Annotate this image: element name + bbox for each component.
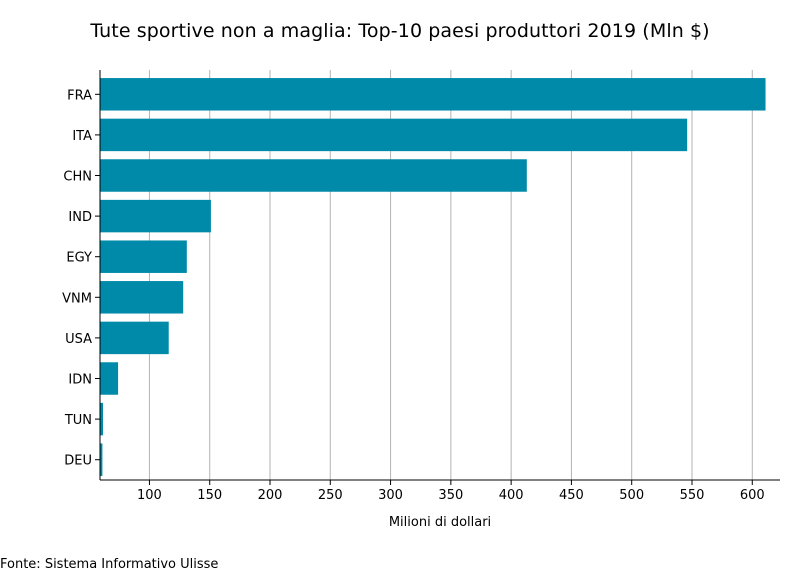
y-tick-label: IDN xyxy=(68,373,92,388)
tick-labels: 100 150 200 250 300 350 400 450 500 550 600 FRA ITA C… xyxy=(62,88,765,503)
x-tick-label: 550 xyxy=(680,488,705,503)
y-tick-label: TUN xyxy=(64,413,92,428)
y-tick-label: VNM xyxy=(62,291,92,306)
x-tick-label: 150 xyxy=(197,488,222,503)
x-tick-label: 250 xyxy=(318,488,343,503)
x-tick-label: 500 xyxy=(619,488,644,503)
y-tick-label: FRA xyxy=(67,88,92,103)
x-tick-label: 450 xyxy=(559,488,584,503)
bar-idn xyxy=(100,362,119,395)
bar-ita xyxy=(100,118,688,152)
source-note: Fonte: Sistema Informativo Ulisse xyxy=(0,557,219,572)
x-tick-label: 300 xyxy=(378,488,403,503)
bar-vnm xyxy=(100,281,184,314)
y-tick-label: EGY xyxy=(66,251,92,266)
bar-egy xyxy=(100,240,187,273)
bar-chn xyxy=(100,159,527,192)
bar-tun xyxy=(100,402,104,436)
x-tick-label: 600 xyxy=(740,488,765,503)
bar-fra xyxy=(100,78,766,111)
bars xyxy=(100,78,766,476)
bar-usa xyxy=(100,321,169,355)
x-tick-label: 400 xyxy=(499,488,524,503)
x-tick-label: 350 xyxy=(438,488,463,503)
x-tick-label: 200 xyxy=(258,488,283,503)
x-tick-label: 100 xyxy=(137,488,162,503)
y-tick-label: USA xyxy=(65,332,92,347)
y-tick-label: IND xyxy=(68,210,92,225)
y-tick-label: DEU xyxy=(64,454,92,469)
axes xyxy=(95,70,780,485)
bar-deu xyxy=(100,443,103,476)
chart-title: Tute sportive non a maglia: Top-10 paesi… xyxy=(90,20,710,42)
y-tick-label: CHN xyxy=(63,170,92,185)
y-tick-label: ITA xyxy=(72,129,92,144)
x-axis-label: Milioni di dollari xyxy=(388,515,492,530)
bar-ind xyxy=(100,199,211,233)
